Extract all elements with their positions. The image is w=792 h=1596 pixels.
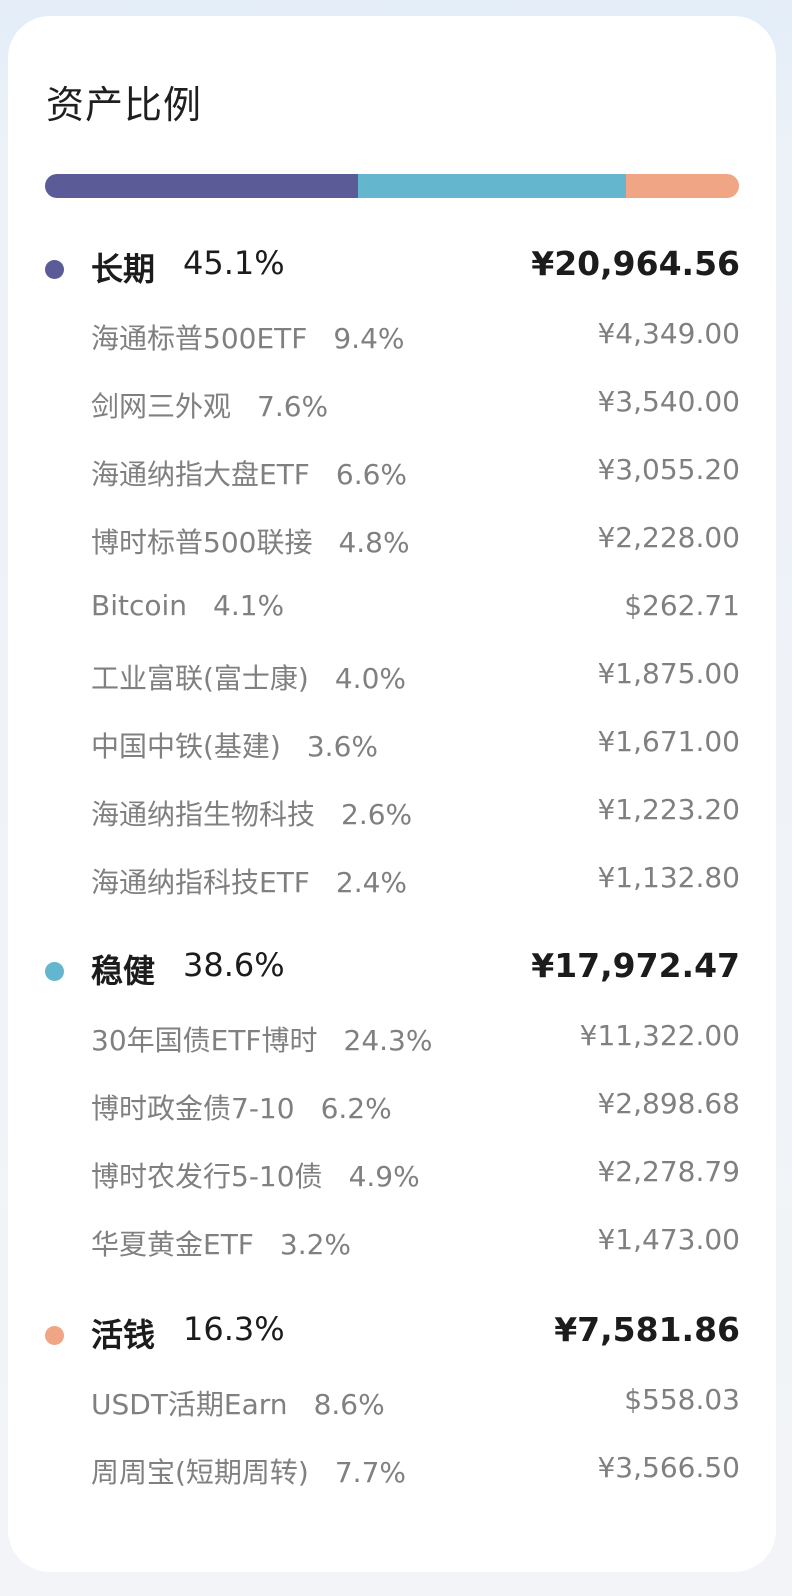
- asset-percent: 7.6%: [257, 390, 329, 423]
- asset-row[interactable]: 博时政金债7-10 6.2% ¥2,898.68: [8, 1070, 776, 1138]
- asset-percent: 2.6%: [341, 798, 413, 831]
- group-color-dot: [45, 260, 64, 279]
- allocation-segment-long-term: [45, 174, 358, 198]
- asset-amount: ¥2,898.68: [597, 1087, 740, 1120]
- asset-row[interactable]: 中国中铁(基建) 3.6% ¥1,671.00: [8, 708, 776, 776]
- asset-name: USDT活期Earn: [91, 1388, 288, 1421]
- asset-percent: 4.0%: [334, 662, 406, 695]
- asset-row[interactable]: 博时标普500联接 4.8% ¥2,228.00: [8, 504, 776, 572]
- group-color-dot: [45, 962, 64, 981]
- asset-amount: ¥1,671.00: [597, 725, 740, 758]
- asset-row[interactable]: Bitcoin 4.1% $262.71: [8, 572, 776, 640]
- asset-row[interactable]: 海通标普500ETF 9.4% ¥4,349.00: [8, 300, 776, 368]
- asset-name: 海通纳指大盘ETF: [91, 458, 310, 491]
- asset-row[interactable]: 海通纳指生物科技 2.6% ¥1,223.20: [8, 776, 776, 844]
- group-header[interactable]: 长期 45.1% ¥20,964.56: [8, 236, 776, 300]
- asset-amount: ¥1,875.00: [597, 657, 740, 690]
- asset-percent: 2.4%: [335, 866, 408, 899]
- group-name: 稳健: [91, 952, 156, 990]
- asset-name: 周周宝(短期周转): [91, 1456, 309, 1489]
- asset-name: 海通标普500ETF: [91, 322, 308, 355]
- asset-amount: ¥11,322.00: [579, 1019, 740, 1052]
- asset-percent: 6.2%: [320, 1092, 392, 1125]
- group-percent: 45.1%: [183, 244, 285, 282]
- asset-amount: ¥2,228.00: [597, 521, 740, 554]
- asset-amount: ¥1,132.80: [597, 861, 740, 894]
- asset-row[interactable]: 海通纳指大盘ETF 6.6% ¥3,055.20: [8, 436, 776, 504]
- asset-percent: 3.6%: [306, 730, 378, 763]
- asset-percent: 9.4%: [333, 322, 405, 355]
- group-percent: 16.3%: [183, 1310, 285, 1348]
- asset-row[interactable]: 剑网三外观 7.6% ¥3,540.00: [8, 368, 776, 436]
- asset-amount: ¥3,055.20: [597, 453, 740, 486]
- asset-name: 华夏黄金ETF: [91, 1228, 254, 1261]
- asset-row[interactable]: 周周宝(短期周转) 7.7% ¥3,566.50: [8, 1434, 776, 1502]
- asset-amount: ¥3,540.00: [597, 385, 740, 418]
- asset-percent: 4.9%: [348, 1160, 420, 1193]
- allocation-segment-liquid: [625, 174, 739, 198]
- asset-row[interactable]: 30年国债ETF博时 24.3% ¥11,322.00: [8, 1002, 776, 1070]
- group-amount: ¥20,964.56: [531, 244, 740, 283]
- card-title: 资产比例: [46, 83, 203, 127]
- group-amount: ¥7,581.86: [554, 1310, 740, 1349]
- asset-amount: ¥4,349.00: [597, 317, 740, 350]
- asset-amount: ¥3,566.50: [597, 1451, 740, 1484]
- asset-row[interactable]: 海通纳指科技ETF 2.4% ¥1,132.80: [8, 844, 776, 912]
- asset-amount: ¥2,278.79: [597, 1155, 740, 1188]
- group-header[interactable]: 稳健 38.6% ¥17,972.47: [8, 938, 776, 1002]
- group-amount: ¥17,972.47: [531, 946, 740, 985]
- group-long-term: 长期 45.1% ¥20,964.56 海通标普500ETF 9.4% ¥4,34…: [8, 236, 776, 912]
- asset-row[interactable]: 工业富联(富士康) 4.0% ¥1,875.00: [8, 640, 776, 708]
- asset-row[interactable]: 华夏黄金ETF 3.2% ¥1,473.00: [8, 1206, 776, 1274]
- group-header[interactable]: 活钱 16.3% ¥7,581.86: [8, 1302, 776, 1366]
- asset-name: 海通纳指生物科技: [91, 798, 316, 831]
- asset-percent: 4.1%: [213, 589, 285, 622]
- asset-amount: $558.03: [624, 1383, 740, 1416]
- group-liquid: 活钱 16.3% ¥7,581.86 USDT活期Earn 8.6% $558.0…: [8, 1302, 776, 1502]
- group-name: 活钱: [91, 1316, 156, 1354]
- asset-name: 博时标普500联接: [91, 526, 313, 559]
- asset-amount: ¥1,223.20: [597, 793, 740, 826]
- asset-name: 30年国债ETF博时: [91, 1024, 318, 1057]
- asset-percent: 8.6%: [313, 1388, 385, 1421]
- asset-amount: $262.71: [624, 589, 740, 622]
- asset-percent: 6.6%: [335, 458, 408, 491]
- allocation-segment-stable: [357, 174, 626, 198]
- asset-percent: 7.7%: [334, 1456, 406, 1489]
- asset-percent: 4.8%: [338, 526, 410, 559]
- group-color-dot: [45, 1326, 64, 1345]
- group-name: 长期: [91, 250, 156, 288]
- allocation-bar: [45, 174, 739, 198]
- asset-allocation-card: 资产比例 长期 45.1% ¥20,964.56 海通标普500ETF 9.4% …: [8, 16, 776, 1572]
- asset-name: Bitcoin: [91, 589, 188, 622]
- asset-name: 工业富联(富士康): [91, 662, 309, 695]
- asset-row[interactable]: 博时农发行5-10债 4.9% ¥2,278.79: [8, 1138, 776, 1206]
- group-percent: 38.6%: [183, 946, 285, 984]
- asset-name: 海通纳指科技ETF: [91, 866, 310, 899]
- group-stable: 稳健 38.6% ¥17,972.47 30年国债ETF博时 24.3% ¥11,…: [8, 938, 776, 1274]
- asset-name: 博时农发行5-10债: [91, 1160, 323, 1193]
- asset-name: 剑网三外观: [91, 390, 232, 423]
- asset-name: 博时政金债7-10: [91, 1092, 295, 1125]
- asset-name: 中国中铁(基建): [91, 730, 281, 763]
- asset-percent: 3.2%: [279, 1228, 352, 1261]
- asset-amount: ¥1,473.00: [597, 1223, 740, 1256]
- asset-percent: 24.3%: [343, 1024, 433, 1057]
- asset-row[interactable]: USDT活期Earn 8.6% $558.03: [8, 1366, 776, 1434]
